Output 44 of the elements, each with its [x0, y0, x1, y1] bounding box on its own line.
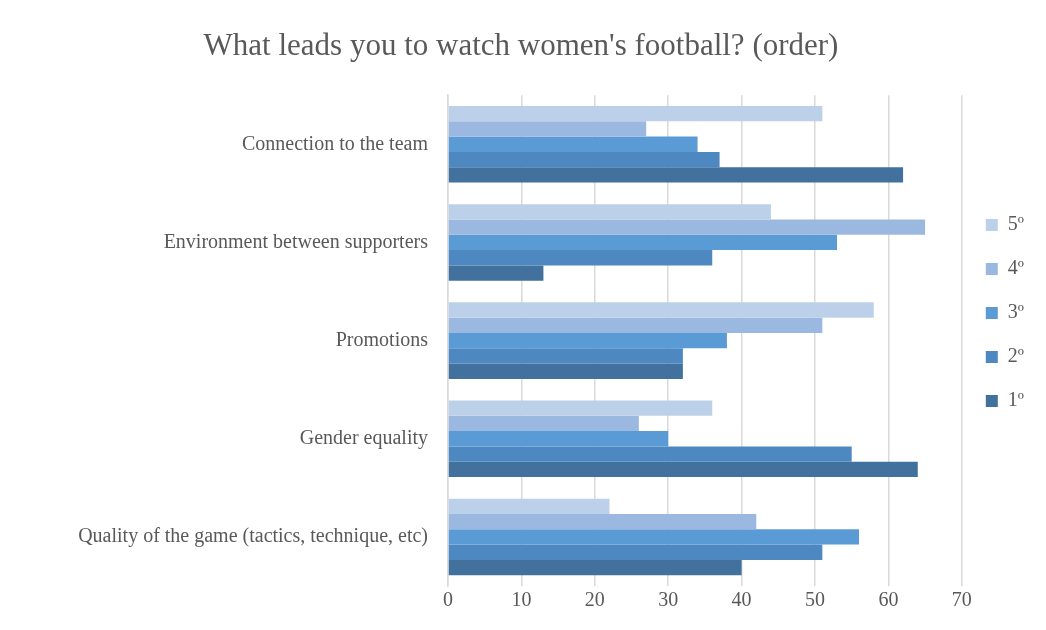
bar — [448, 513, 757, 530]
x-tick-label: 0 — [443, 588, 453, 611]
bar — [448, 204, 771, 220]
bar — [448, 363, 683, 379]
y-tick-label: Quality of the game (tactics, technique, etc) — [78, 524, 428, 548]
bar — [448, 265, 544, 281]
bar — [448, 461, 918, 478]
legend-label: 5º — [1007, 212, 1024, 235]
bar — [448, 415, 639, 432]
legend-label: 3º — [1007, 300, 1024, 323]
bar — [448, 544, 823, 560]
chart-title: What leads you to watch women's football? (order) — [203, 26, 839, 62]
x-tick-label: 50 — [805, 588, 825, 611]
y-tick-label: Gender equality — [299, 426, 428, 450]
y-tick-label: Promotions — [335, 327, 429, 350]
bar — [448, 121, 647, 137]
x-tick-label: 20 — [584, 588, 605, 611]
bar — [448, 348, 683, 364]
bar — [448, 400, 713, 416]
bar — [448, 332, 727, 349]
bar — [448, 317, 823, 333]
bar — [448, 151, 720, 168]
y-tick-label: Connection to the team — [241, 131, 429, 154]
legend-label: 2º — [1007, 344, 1024, 367]
bar — [448, 431, 669, 447]
legend-label: 1º — [1007, 388, 1024, 411]
bar — [448, 250, 713, 266]
bar — [448, 446, 852, 462]
bar — [448, 234, 838, 251]
bar — [448, 136, 698, 152]
x-tick-label: 10 — [511, 588, 532, 611]
legend-label: 4º — [1007, 256, 1024, 279]
x-tick-label: 70 — [951, 588, 972, 611]
bar — [448, 498, 610, 514]
x-tick-label: 30 — [658, 588, 679, 611]
bar — [448, 167, 904, 183]
bar — [448, 529, 860, 545]
bar — [448, 302, 874, 318]
y-tick-label: Environment between supporters — [163, 229, 429, 253]
x-tick-label: 40 — [731, 588, 752, 611]
bar — [448, 219, 926, 235]
bar — [448, 106, 823, 122]
bar — [448, 559, 742, 576]
x-tick-label: 60 — [878, 588, 899, 611]
